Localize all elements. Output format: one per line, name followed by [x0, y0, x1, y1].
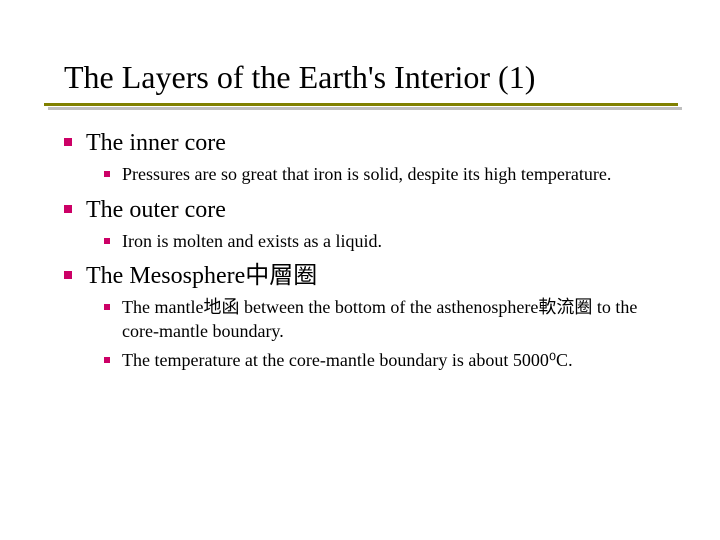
bullet-icon	[64, 271, 72, 279]
list-item-label: The mantle地函 between the bottom of the a…	[122, 295, 672, 344]
list-item-label: Pressures are so great that iron is soli…	[122, 162, 611, 186]
list-item: The Mesosphere中層圈	[64, 261, 672, 291]
list-item: Pressures are so great that iron is soli…	[104, 162, 672, 186]
slide: The Layers of the Earth's Interior (1) T…	[0, 0, 720, 540]
list-item-label: The inner core	[86, 128, 226, 158]
list-item: The outer core	[64, 195, 672, 225]
content: The inner core Pressures are so great th…	[64, 128, 672, 371]
title-underline-shadow	[48, 107, 682, 110]
list-item-label: Iron is molten and exists as a liquid.	[122, 229, 382, 253]
list-item: Iron is molten and exists as a liquid.	[104, 229, 672, 253]
bullet-icon	[104, 238, 110, 244]
list-item: The inner core	[64, 128, 672, 158]
bullet-icon	[64, 205, 72, 213]
bullet-icon	[104, 357, 110, 363]
bullet-icon	[104, 304, 110, 310]
sub-list: Pressures are so great that iron is soli…	[104, 162, 672, 186]
sub-list: The mantle地函 between the bottom of the a…	[104, 295, 672, 372]
list-item-label: The temperature at the core-mantle bound…	[122, 348, 573, 372]
list-item: The temperature at the core-mantle bound…	[104, 348, 672, 372]
title-underline	[44, 103, 678, 106]
bullet-icon	[104, 171, 110, 177]
slide-title: The Layers of the Earth's Interior (1)	[64, 58, 672, 96]
sub-list: Iron is molten and exists as a liquid.	[104, 229, 672, 253]
list-item-label: The outer core	[86, 195, 226, 225]
title-block: The Layers of the Earth's Interior (1)	[64, 58, 672, 96]
list-item: The mantle地函 between the bottom of the a…	[104, 295, 672, 344]
list-item-label: The Mesosphere中層圈	[86, 261, 317, 291]
bullet-icon	[64, 138, 72, 146]
